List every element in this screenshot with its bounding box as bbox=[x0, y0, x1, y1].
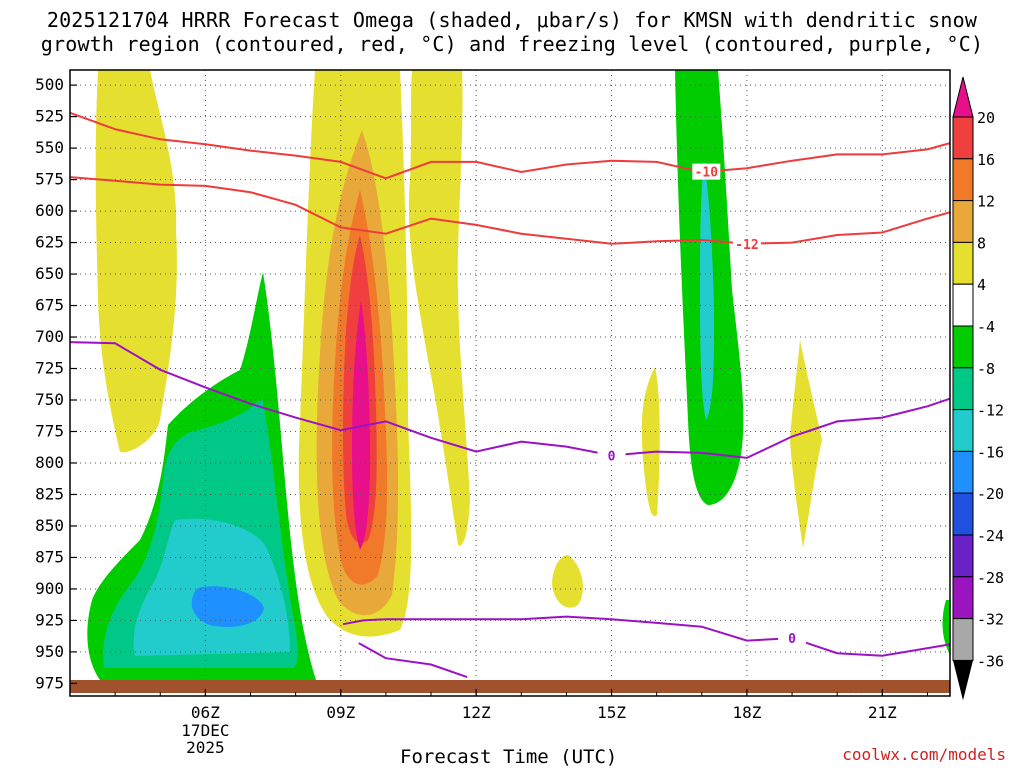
colorbar-label: -20 bbox=[977, 485, 1004, 503]
x-tick-sublabel: 17DEC bbox=[181, 721, 229, 740]
dgz-label-bg bbox=[692, 163, 721, 180]
omega-area-magenta-core bbox=[352, 300, 370, 550]
y-tick-label: 725 bbox=[35, 359, 64, 378]
colorbar-label: -32 bbox=[977, 611, 1004, 629]
colorbar-swatch bbox=[952, 409, 974, 452]
omega-area-yellow-small-1 bbox=[552, 555, 583, 608]
y-tick-label: 925 bbox=[35, 610, 64, 629]
omega-area-green-edge bbox=[942, 600, 950, 655]
dgz-label: -12 bbox=[735, 238, 758, 253]
colorbar-swatch bbox=[952, 576, 974, 620]
omega-area-yellow-small-3 bbox=[790, 340, 822, 548]
y-tick-label: 775 bbox=[35, 421, 64, 440]
y-tick-label: 800 bbox=[35, 453, 64, 472]
freezing-level-contour-line bbox=[358, 642, 468, 679]
y-axis: 500 525 550 575 600 625 650 675 700 725 750 775 800 8… bbox=[35, 75, 77, 692]
y-tick-label: 600 bbox=[35, 201, 64, 220]
omega-area-yellow-small-2 bbox=[641, 367, 660, 517]
freezing-label-bg bbox=[597, 447, 626, 464]
colorbar: 20 16 12 8 4 -4 -8 -12 -16 -20 -24 -28 -32 -36 bbox=[952, 76, 1004, 701]
colorbar-label: -4 bbox=[977, 318, 995, 336]
dgz-contour-line bbox=[69, 176, 951, 245]
colorbar-label: -28 bbox=[977, 569, 1004, 587]
y-tick-label: 675 bbox=[35, 296, 64, 315]
contours: -10 -12 0 0 bbox=[69, 111, 951, 694]
omega-area-teal-right bbox=[700, 160, 714, 420]
x-tick-label: 06Z bbox=[191, 703, 220, 722]
y-tick-label: 700 bbox=[35, 327, 64, 346]
credit-text[interactable]: coolwx.com/models bbox=[842, 745, 1006, 764]
dgz-label: -10 bbox=[695, 166, 719, 181]
chart-title-line2: growth region (contoured, red, °C) and f… bbox=[40, 32, 984, 56]
colorbar-swatch bbox=[952, 450, 974, 494]
colorbar-top-cap bbox=[952, 76, 974, 118]
colorbar-label: 16 bbox=[977, 151, 995, 169]
colorbar-swatch bbox=[952, 618, 974, 661]
freezing-label-bg bbox=[778, 630, 807, 647]
y-tick-label: 825 bbox=[35, 484, 64, 503]
freezing-level-contour-line bbox=[69, 341, 951, 459]
omega-shading bbox=[87, 70, 950, 680]
x-tick-label: 18Z bbox=[732, 703, 761, 722]
plot-frame bbox=[69, 69, 951, 697]
colorbar-swatch bbox=[952, 492, 974, 536]
freezing-level-contour-line bbox=[342, 615, 951, 657]
y-tick-label: 575 bbox=[35, 170, 64, 189]
y-tick-label: 875 bbox=[35, 547, 64, 566]
y-tick-label: 750 bbox=[35, 390, 64, 409]
x-tick-label: 15Z bbox=[597, 703, 626, 722]
colorbar-label: -8 bbox=[977, 360, 995, 378]
y-tick-label: 525 bbox=[35, 107, 64, 126]
y-tick-label: 550 bbox=[35, 138, 64, 157]
colorbar-swatch bbox=[952, 116, 974, 160]
colorbar-label: -36 bbox=[977, 652, 1004, 670]
y-tick-label: 650 bbox=[35, 264, 64, 283]
colorbar-swatch bbox=[952, 534, 974, 578]
omega-area-yellow-upper-left bbox=[95, 70, 177, 453]
colorbar-swatch bbox=[952, 283, 974, 327]
y-tick-label: 625 bbox=[35, 233, 64, 252]
grid bbox=[70, 70, 950, 696]
freezing-label: 0 bbox=[788, 632, 796, 647]
chart-title-line1: 2025121704 HRRR Forecast Omega (shaded, … bbox=[46, 8, 978, 32]
ground-surface bbox=[70, 680, 950, 693]
x-tick-label: 12Z bbox=[462, 703, 491, 722]
freezing-label: 0 bbox=[608, 449, 616, 464]
colorbar-label: -16 bbox=[977, 443, 1004, 461]
colorbar-label: 8 bbox=[977, 234, 986, 252]
colorbar-label: 4 bbox=[977, 276, 986, 294]
omega-area-yellow-tall bbox=[408, 70, 470, 546]
omega-area-blue-lowerleft bbox=[191, 586, 264, 628]
y-tick-label: 900 bbox=[35, 579, 64, 598]
y-tick-label: 975 bbox=[35, 673, 64, 692]
colorbar-swatch bbox=[952, 241, 974, 285]
colorbar-swatch bbox=[952, 325, 974, 369]
dgz-contour-line bbox=[69, 111, 951, 180]
colorbar-label: 20 bbox=[977, 109, 995, 127]
x-tick-label: 09Z bbox=[326, 703, 355, 722]
colorbar-bottom-cap bbox=[953, 660, 973, 701]
x-tick-sublabel: 2025 bbox=[186, 738, 225, 757]
x-axis-title: Forecast Time (UTC) bbox=[400, 746, 618, 768]
dgz-label-bg bbox=[732, 235, 761, 252]
y-tick-label: 850 bbox=[35, 516, 64, 535]
colorbar-label: -12 bbox=[977, 402, 1004, 420]
x-tick-label: 21Z bbox=[868, 703, 897, 722]
y-tick-label: 950 bbox=[35, 642, 64, 661]
colorbar-swatch bbox=[952, 158, 974, 202]
colorbar-label: -24 bbox=[977, 527, 1004, 545]
colorbar-label: 12 bbox=[977, 193, 995, 211]
colorbar-swatch bbox=[952, 367, 974, 411]
colorbar-swatch bbox=[952, 200, 974, 243]
y-tick-label: 500 bbox=[35, 75, 64, 94]
